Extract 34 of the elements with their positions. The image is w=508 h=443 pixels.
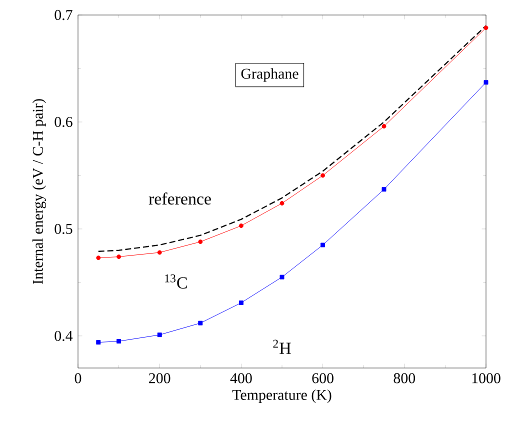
point — [116, 339, 122, 344]
y-tick-label: 0.7 — [54, 10, 72, 20]
point — [198, 320, 203, 326]
point — [96, 340, 101, 345]
point — [157, 332, 162, 338]
x-tick-label: 800 — [394, 373, 416, 384]
y-axis-title: Internal energy (eV / C-H pair) — [32, 99, 46, 284]
point — [280, 274, 284, 280]
point — [320, 242, 326, 248]
point — [238, 223, 244, 228]
point — [96, 256, 101, 260]
point — [238, 300, 244, 305]
point — [198, 240, 203, 244]
x-tick-label: 200 — [149, 373, 170, 384]
x-tick-label: 400 — [230, 373, 252, 384]
x-tick-label: 1000 — [472, 373, 500, 384]
series-label: reference — [148, 192, 211, 205]
x-axis-title: Temperature (K) — [232, 389, 332, 403]
x-tick-label: 600 — [312, 373, 334, 384]
y-tick-label: 0.6 — [54, 116, 72, 128]
annotation: Graphane — [241, 68, 298, 82]
series-label: $^{13}$C — [165, 274, 187, 289]
text: $^{2}$H — [273, 340, 291, 354]
point — [484, 80, 488, 85]
point — [382, 187, 386, 192]
y-tick-label: 0.5 — [54, 224, 72, 234]
point — [116, 254, 122, 259]
point — [484, 26, 488, 30]
point — [382, 124, 386, 128]
point — [157, 250, 162, 255]
point — [280, 201, 284, 206]
point — [320, 173, 326, 178]
y-tick-label: 0.4 — [54, 330, 73, 341]
x-tick-label: 0 — [74, 373, 82, 384]
